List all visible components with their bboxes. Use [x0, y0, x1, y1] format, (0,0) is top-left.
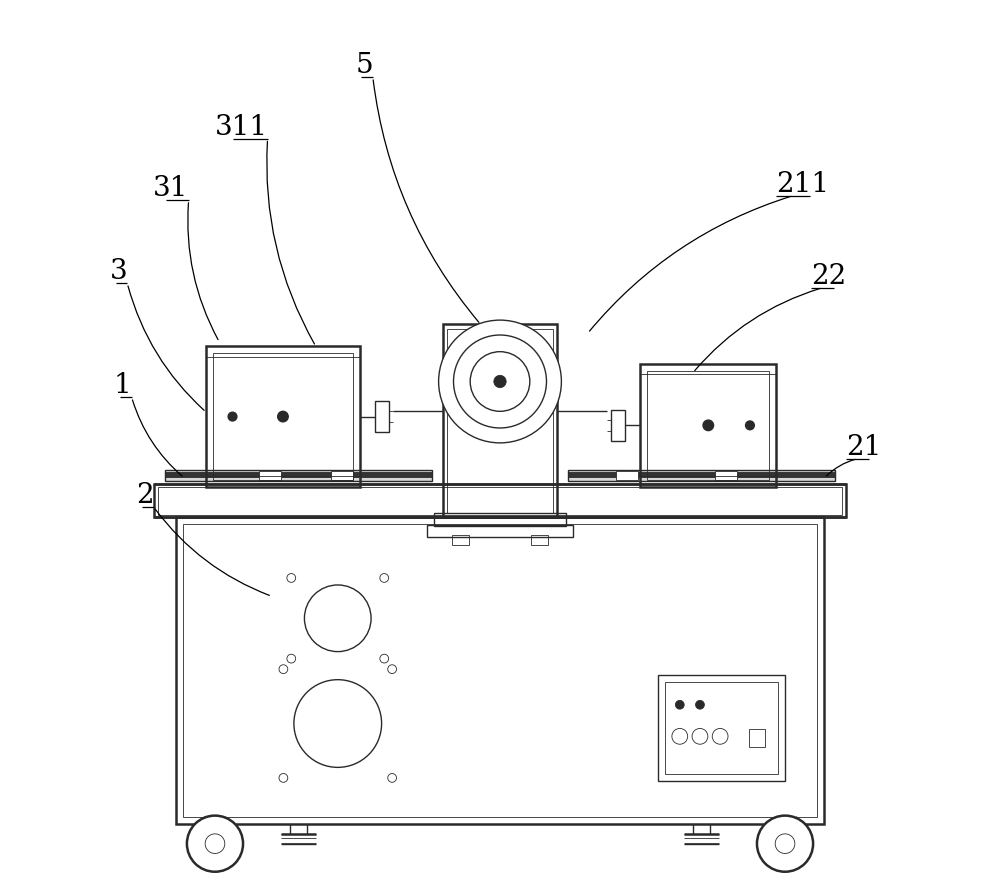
- Circle shape: [672, 729, 688, 745]
- Text: 1: 1: [114, 373, 132, 399]
- Bar: [206, 346, 360, 487]
- Bar: [158, 487, 842, 515]
- Bar: [531, 535, 548, 545]
- Bar: [443, 324, 557, 517]
- Circle shape: [294, 680, 382, 767]
- Circle shape: [692, 729, 708, 745]
- Text: 31: 31: [153, 175, 189, 202]
- Circle shape: [703, 420, 714, 431]
- Circle shape: [675, 701, 684, 709]
- Circle shape: [757, 816, 813, 872]
- Text: 5: 5: [355, 53, 373, 79]
- Bar: [213, 353, 353, 480]
- Bar: [183, 524, 817, 817]
- Bar: [259, 471, 281, 480]
- Bar: [715, 471, 737, 480]
- Circle shape: [205, 834, 225, 853]
- Bar: [658, 675, 785, 781]
- Bar: [434, 513, 566, 526]
- Text: 2: 2: [136, 482, 154, 509]
- Text: 3: 3: [110, 259, 127, 285]
- Circle shape: [388, 774, 397, 782]
- Circle shape: [439, 320, 561, 443]
- Bar: [165, 472, 432, 477]
- Circle shape: [304, 585, 371, 652]
- Text: 211: 211: [776, 171, 829, 197]
- Circle shape: [775, 834, 795, 853]
- Bar: [611, 410, 625, 441]
- Text: 22: 22: [811, 263, 847, 289]
- Bar: [176, 517, 824, 824]
- Circle shape: [494, 375, 506, 388]
- Bar: [165, 470, 432, 481]
- Bar: [749, 730, 765, 747]
- Circle shape: [454, 335, 546, 428]
- Circle shape: [278, 411, 288, 422]
- Circle shape: [279, 665, 288, 674]
- Circle shape: [279, 774, 288, 782]
- Bar: [452, 535, 469, 545]
- Bar: [640, 364, 776, 487]
- Bar: [665, 682, 778, 774]
- Bar: [568, 472, 835, 477]
- Circle shape: [380, 574, 389, 582]
- Circle shape: [746, 421, 754, 430]
- Circle shape: [287, 654, 296, 663]
- Circle shape: [228, 412, 237, 421]
- Bar: [331, 471, 353, 480]
- Bar: [568, 470, 835, 481]
- Circle shape: [470, 352, 530, 411]
- Bar: [427, 525, 573, 537]
- Text: 311: 311: [214, 114, 268, 140]
- Circle shape: [712, 729, 728, 745]
- Circle shape: [380, 654, 389, 663]
- Bar: [647, 371, 769, 480]
- Bar: [616, 471, 638, 480]
- Circle shape: [187, 816, 243, 872]
- Bar: [447, 329, 553, 513]
- Bar: [154, 484, 846, 517]
- Bar: [375, 401, 389, 432]
- Circle shape: [388, 665, 397, 674]
- Circle shape: [696, 701, 704, 709]
- Circle shape: [287, 574, 296, 582]
- Text: 21: 21: [846, 434, 882, 460]
